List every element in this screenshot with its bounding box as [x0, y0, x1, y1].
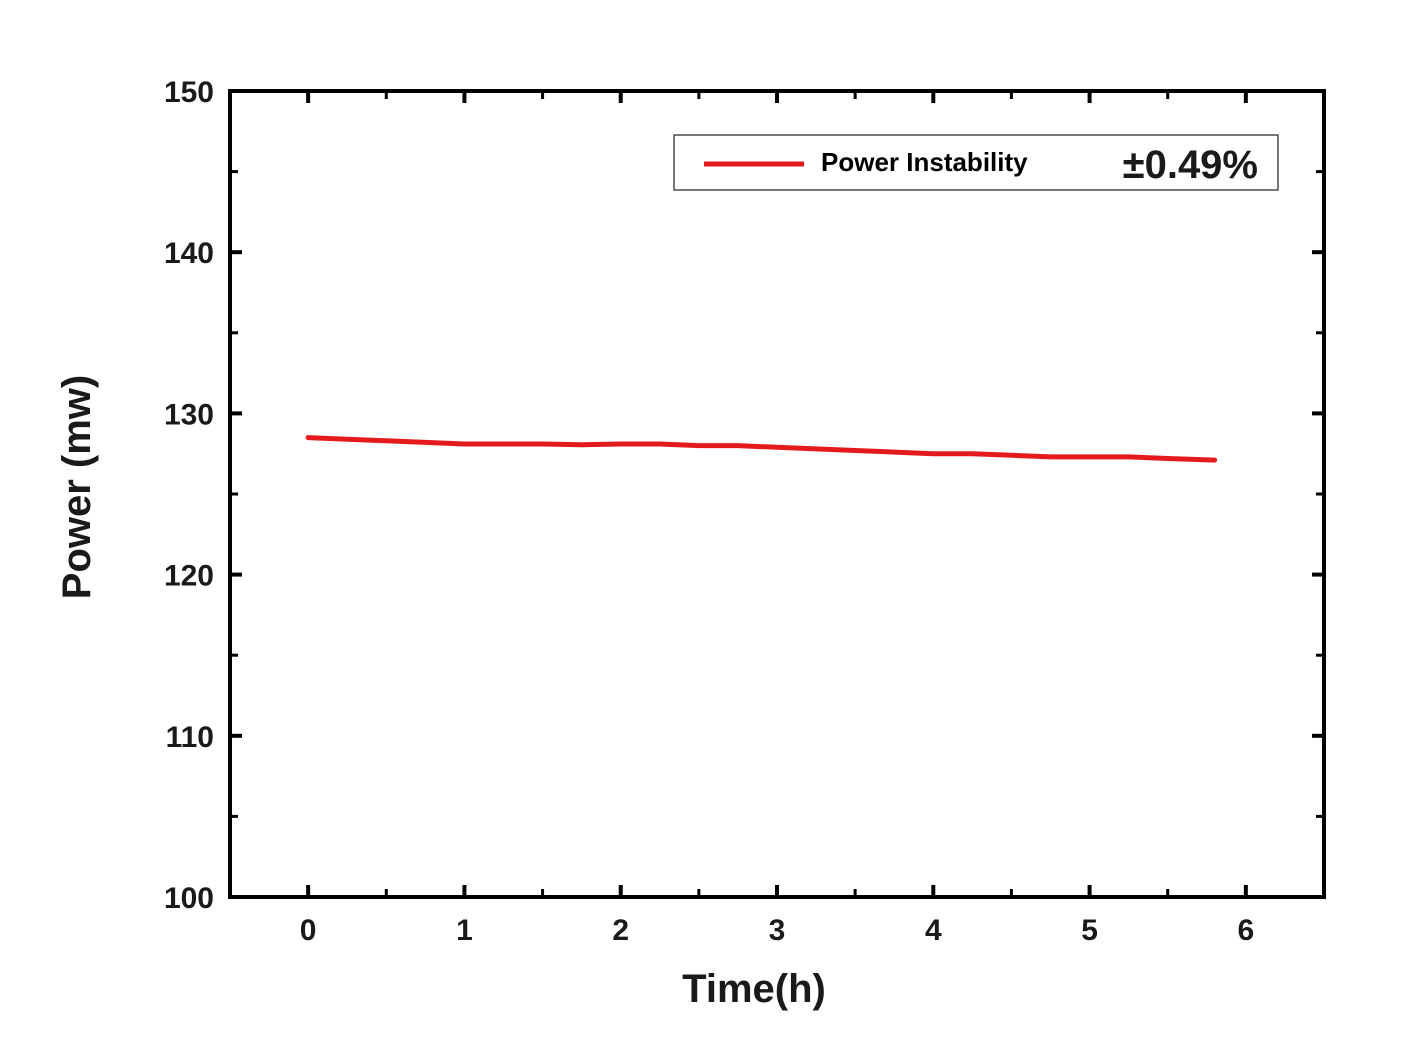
x-tick-marks [306, 91, 1248, 897]
y-tick-label: 130 [164, 398, 214, 431]
y-tick-marks [230, 89, 1324, 899]
x-tick-label: 3 [769, 914, 786, 947]
y-tick-label: 100 [164, 882, 214, 915]
x-tick-label: 6 [1238, 914, 1255, 947]
series-layer [305, 435, 1218, 463]
x-axis-title: Time(h) [682, 967, 826, 1011]
x-tick-label: 4 [925, 914, 942, 947]
plot-frame [228, 89, 1326, 899]
y-tick-label: 120 [164, 560, 214, 593]
y-tick-label: 110 [166, 721, 214, 754]
x-tick-label: 5 [1081, 914, 1098, 947]
legend: Power Instability ±0.49% [673, 134, 1279, 191]
x-tick-label: 2 [612, 914, 629, 947]
y-tick-label: 140 [164, 237, 214, 270]
legend-series-label: Power Instability [821, 147, 1028, 177]
legend-instability-value: ±0.49% [1123, 143, 1258, 187]
y-tick-label: 150 [164, 76, 214, 109]
x-tick-label: 0 [300, 914, 317, 947]
x-tick-labels: 0 1 2 3 4 5 6 [300, 914, 1254, 947]
y-axis-title: Power (mw) [55, 375, 99, 599]
series-line-power-instability [305, 435, 1218, 463]
x-tick-label: 1 [456, 914, 473, 947]
y-tick-labels: 100 110 120 130 140 150 [164, 76, 214, 915]
